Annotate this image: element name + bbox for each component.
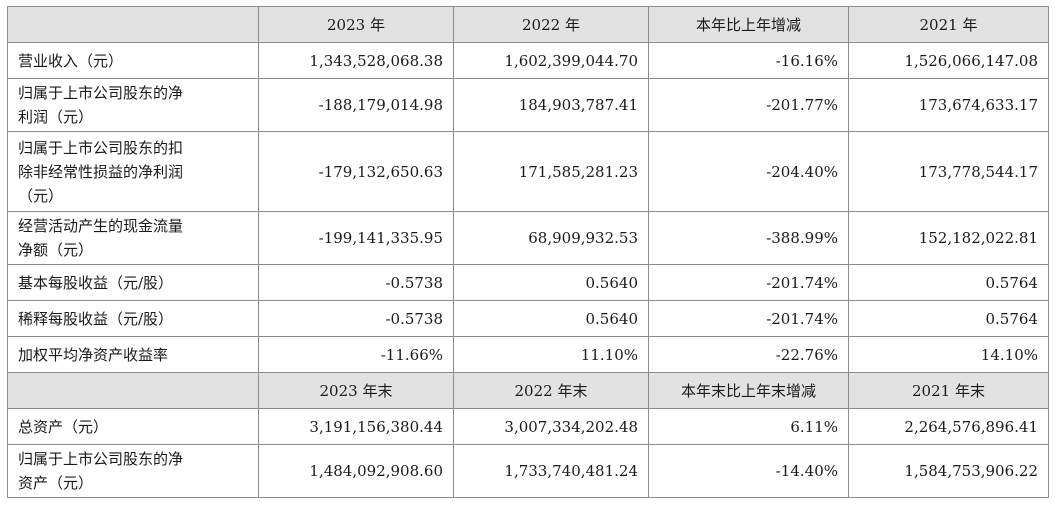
header-cell-change-end: 本年末比上年末增减: [648, 372, 849, 409]
value-cell: -188,179,014.98: [258, 78, 454, 132]
value-cell: 3,191,156,380.44: [258, 408, 454, 445]
value-cell: 171,585,281.23: [453, 131, 649, 212]
value-cell: 1,733,740,481.24: [453, 444, 649, 498]
row-label: 归属于上市公司股东的净 资产（元）: [7, 444, 259, 498]
header-cell-2023: 2023 年: [258, 6, 454, 43]
value-cell: -22.76%: [648, 336, 849, 373]
value-cell: 173,674,633.17: [848, 78, 1049, 132]
row-label: 基本每股收益（元/股）: [7, 264, 259, 301]
value-cell: 0.5640: [453, 264, 649, 301]
table-row-revenue: 营业收入（元） 1,343,528,068.38 1,602,399,044.7…: [7, 42, 1049, 79]
value-cell: -0.5738: [258, 300, 454, 337]
table-row-net-assets: 归属于上市公司股东的净 资产（元） 1,484,092,908.60 1,733,…: [7, 444, 1049, 498]
table-row-diluted-eps: 稀释每股收益（元/股） -0.5738 0.5640 -201.74% 0.57…: [7, 300, 1049, 337]
value-cell: -204.40%: [648, 131, 849, 212]
value-cell: 2,264,576,896.41: [848, 408, 1049, 445]
table-row-total-assets: 总资产（元） 3,191,156,380.44 3,007,334,202.48…: [7, 408, 1049, 445]
value-cell: -0.5738: [258, 264, 454, 301]
header-cell-change: 本年比上年增减: [648, 6, 849, 43]
header-cell-2022: 2022 年: [453, 6, 649, 43]
value-cell: 14.10%: [848, 336, 1049, 373]
value-cell: 0.5764: [848, 264, 1049, 301]
value-cell: 11.10%: [453, 336, 649, 373]
value-cell: 68,909,932.53: [453, 211, 649, 265]
row-label: 稀释每股收益（元/股）: [7, 300, 259, 337]
row-label: 总资产（元）: [7, 408, 259, 445]
row-label: 经营活动产生的现金流量 净额（元）: [7, 211, 259, 265]
header-corner-cell: [7, 6, 259, 43]
value-cell: 3,007,334,202.48: [453, 408, 649, 445]
value-cell: 1,602,399,044.70: [453, 42, 649, 79]
value-cell: 0.5764: [848, 300, 1049, 337]
header-cell-2021-end: 2021 年末: [848, 372, 1049, 409]
header-cell-2021: 2021 年: [848, 6, 1049, 43]
value-cell: -199,141,335.95: [258, 211, 454, 265]
row-label: 归属于上市公司股东的净 利润（元）: [7, 78, 259, 132]
financial-summary-table: 2023 年 2022 年 本年比上年增减 2021 年 营业收入（元） 1,3…: [7, 6, 1049, 498]
header-corner-cell: [7, 372, 259, 409]
table-row-operating-cash-flow: 经营活动产生的现金流量 净额（元） -199,141,335.95 68,909,…: [7, 211, 1049, 265]
value-cell: 1,526,066,147.08: [848, 42, 1049, 79]
value-cell: -201.74%: [648, 264, 849, 301]
value-cell: 0.5640: [453, 300, 649, 337]
header-cell-2022-end: 2022 年末: [453, 372, 649, 409]
value-cell: -14.40%: [648, 444, 849, 498]
value-cell: 173,778,544.17: [848, 131, 1049, 212]
value-cell: 152,182,022.81: [848, 211, 1049, 265]
row-label: 归属于上市公司股东的扣 除非经常性损益的净利润 （元）: [7, 131, 259, 212]
row-label: 加权平均净资产收益率: [7, 336, 259, 373]
row-label: 营业收入（元）: [7, 42, 259, 79]
value-cell: -201.77%: [648, 78, 849, 132]
value-cell: 6.11%: [648, 408, 849, 445]
value-cell: -16.16%: [648, 42, 849, 79]
table-row-roe: 加权平均净资产收益率 -11.66% 11.10% -22.76% 14.10%: [7, 336, 1049, 373]
table-row-net-profit: 归属于上市公司股东的净 利润（元） -188,179,014.98 184,903…: [7, 78, 1049, 132]
value-cell: -201.74%: [648, 300, 849, 337]
value-cell: 1,484,092,908.60: [258, 444, 454, 498]
value-cell: -179,132,650.63: [258, 131, 454, 212]
header-cell-2023-end: 2023 年末: [258, 372, 454, 409]
table-row-basic-eps: 基本每股收益（元/股） -0.5738 0.5640 -201.74% 0.57…: [7, 264, 1049, 301]
value-cell: 1,584,753,906.22: [848, 444, 1049, 498]
header-row-annual: 2023 年 2022 年 本年比上年增减 2021 年: [7, 6, 1049, 43]
value-cell: -388.99%: [648, 211, 849, 265]
value-cell: 184,903,787.41: [453, 78, 649, 132]
value-cell: -11.66%: [258, 336, 454, 373]
table-row-adjusted-net-profit: 归属于上市公司股东的扣 除非经常性损益的净利润 （元） -179,132,650.6…: [7, 131, 1049, 212]
header-row-year-end: 2023 年末 2022 年末 本年末比上年末增减 2021 年末: [7, 372, 1049, 409]
value-cell: 1,343,528,068.38: [258, 42, 454, 79]
